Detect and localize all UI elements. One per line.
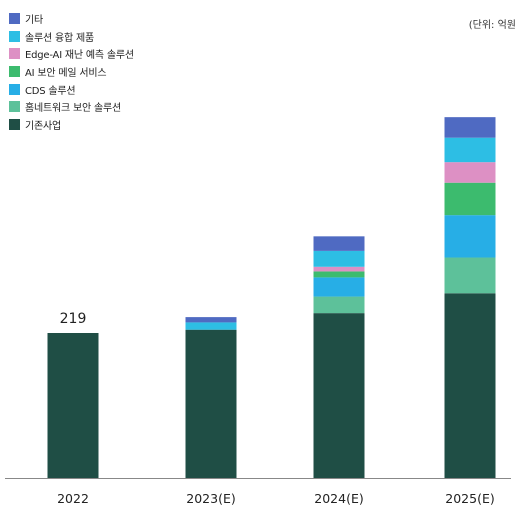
legend-label: 기존사업 — [25, 120, 61, 132]
legend-item: AI 보안 메일 서비스 — [9, 63, 134, 80]
bar-segment — [444, 162, 496, 183]
legend-swatch — [9, 118, 20, 130]
legend-swatch — [9, 48, 20, 60]
legend-item: Edge-AI 재난 예측 솔루션 — [9, 45, 134, 62]
bar-segment — [185, 322, 237, 330]
legend-item: 기타 — [9, 10, 134, 27]
unit-label: (단위: 억원 — [468, 20, 516, 31]
legend-label: 기타 — [25, 14, 43, 26]
legend-label: 솔루션 융합 제품 — [25, 32, 94, 44]
bar-segment — [185, 317, 237, 323]
bar-segment — [313, 313, 365, 478]
bar-segment — [444, 215, 496, 258]
x-tick-label: 2025(E) — [445, 491, 494, 506]
legend-item: 기존사업 — [9, 116, 134, 133]
bar-segment — [313, 266, 365, 272]
bar-segment — [313, 296, 365, 314]
bar-segment — [313, 250, 365, 267]
bar-segment — [444, 137, 496, 163]
legend-label: CDS 솔루션 — [25, 85, 76, 97]
bar-segment — [47, 333, 99, 478]
legend-item: CDS 솔루션 — [9, 81, 134, 98]
legend-swatch — [9, 101, 20, 113]
data-label: 219 — [60, 311, 87, 327]
bar-segment — [444, 257, 496, 294]
bar-segment — [444, 182, 496, 216]
bar-segment — [185, 329, 237, 478]
bar-segment — [444, 117, 496, 138]
legend-label: 홈네트워크 보안 솔루션 — [25, 103, 121, 115]
legend-swatch — [9, 65, 20, 77]
legend-swatch — [9, 83, 20, 95]
x-tick-label: 2024(E) — [314, 491, 363, 506]
bar-segment — [444, 293, 496, 478]
x-tick-label: 2022 — [57, 491, 89, 506]
legend-swatch — [9, 12, 20, 24]
bar-segment — [313, 277, 365, 297]
x-tick-label: 2023(E) — [186, 491, 235, 506]
bar-segment — [313, 271, 365, 278]
legend-label: AI 보안 메일 서비스 — [25, 67, 107, 79]
legend-item: 솔루션 융합 제품 — [9, 28, 134, 45]
bar-segment — [313, 236, 365, 251]
legend-swatch — [9, 30, 20, 42]
legend-item: 홈네트워크 보안 솔루션 — [9, 98, 134, 115]
legend-label: Edge-AI 재난 예측 솔루션 — [25, 50, 134, 62]
